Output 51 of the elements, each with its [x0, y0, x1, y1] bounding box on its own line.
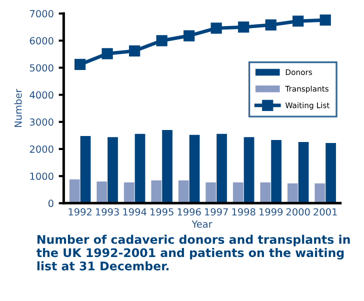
x-tick-label: 1998 [232, 208, 256, 216]
bar [216, 134, 227, 204]
y-tick-label: 3000 [30, 118, 54, 126]
text: Number of cadaveric donors and transplants in the UK 1992-2001 and patients on the waiting list at 31 December. [36, 234, 350, 270]
x-tick-label: 1999 [260, 208, 283, 216]
point [74, 58, 86, 70]
point [184, 30, 195, 42]
bar [206, 182, 216, 204]
bar [189, 134, 200, 204]
x-axis-title: Year [192, 220, 212, 228]
y-tick-label: 7000 [30, 10, 54, 18]
x-tick-label: 2001 [314, 208, 337, 216]
bar [298, 142, 309, 204]
bar [96, 182, 108, 204]
bar [271, 140, 282, 204]
x-tick-label: 1994 [123, 208, 146, 216]
x-tick-label: 1992 [68, 208, 92, 216]
point [102, 48, 113, 60]
bar [232, 182, 244, 204]
x-tick-label: 1997 [205, 208, 228, 216]
point [292, 16, 304, 27]
y-tick-label: 2000 [30, 145, 54, 153]
x-tick-label: 1995 [150, 208, 174, 216]
bar [287, 183, 298, 204]
bar [162, 130, 172, 204]
bar [314, 183, 326, 204]
x-tick-label: 2000 [286, 208, 310, 216]
bar [108, 137, 118, 204]
point [210, 22, 222, 34]
x-tick-label: 1993 [96, 208, 119, 216]
point [320, 14, 331, 26]
bar [178, 180, 189, 204]
y-tick-label: 1000 [30, 172, 54, 180]
y-tick-label: 0 [48, 200, 54, 208]
bar [260, 182, 271, 204]
point [156, 35, 168, 46]
y-axis-title: Number [14, 88, 22, 127]
bar [80, 136, 91, 204]
bar [134, 134, 146, 204]
x-tick-label: 1996 [178, 208, 201, 216]
point [265, 19, 276, 30]
point [238, 22, 250, 33]
y-tick-label: 4000 [30, 91, 54, 99]
bar [151, 180, 162, 204]
y-tick-label: 5000 [30, 64, 54, 72]
bar [244, 137, 254, 204]
bar [69, 179, 80, 204]
point [129, 45, 140, 56]
y-tick-label: 6000 [30, 37, 54, 44]
bar [326, 143, 336, 204]
bar [124, 182, 134, 204]
